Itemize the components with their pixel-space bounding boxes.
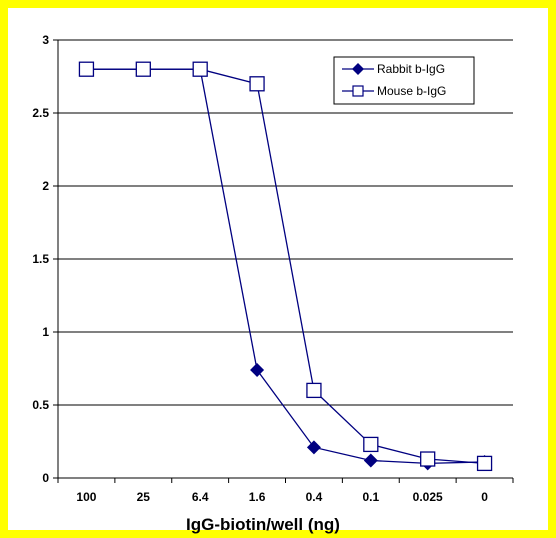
legend-marker-rabbit [352,63,364,75]
data-point-mouse [306,382,322,399]
x-axis-label: IgG-biotin/well (ng) [186,515,340,534]
legend-label-mouse: Mouse b-IgG [377,84,446,98]
x-tick-label: 0.4 [306,490,323,504]
series-line-mouse [86,68,485,465]
x-tick-label: 6.4 [192,490,209,504]
legend-marker-mouse [352,85,364,97]
legend-label-rabbit: Rabbit b-IgG [377,62,445,76]
legend: Rabbit b-IgG Mouse b-IgG [333,56,475,105]
y-tick-label: 1.5 [32,252,49,266]
data-point-rabbit [306,440,321,455]
y-tick-label: 2 [42,179,49,193]
data-point-rabbit [363,453,378,468]
y-tick-label: 0.5 [32,398,49,412]
y-tick-label: 1 [42,325,49,339]
data-point-rabbit [250,362,265,377]
data-point-mouse [249,76,265,92]
series-line-rabbit [86,68,485,465]
y-tick-label: 2.5 [32,106,49,120]
data-point-mouse [192,61,208,77]
x-tick-label: 0 [481,490,488,504]
x-tick-label: 100 [76,490,96,504]
y-tick-label: 0 [42,471,49,485]
data-point-mouse [420,451,436,467]
data-point-mouse [476,455,493,472]
x-tick-label: 0.1 [362,490,379,504]
data-point-mouse [135,61,151,77]
data-point-mouse [78,61,95,77]
axes [53,39,514,483]
y-tick-label: 3 [42,33,49,47]
x-tick-label: 0.025 [413,490,443,504]
y-tick-labels: 0 0.5 1 1.5 2 2.5 3 [32,33,49,485]
gridlines [58,39,513,406]
x-tick-labels: 100 25 6.4 1.6 0.4 0.1 0.025 0 [76,490,488,504]
x-tick-label: 1.6 [249,490,266,504]
data-point-mouse [363,436,379,453]
series [78,61,493,472]
x-tick-label: 25 [137,490,151,504]
